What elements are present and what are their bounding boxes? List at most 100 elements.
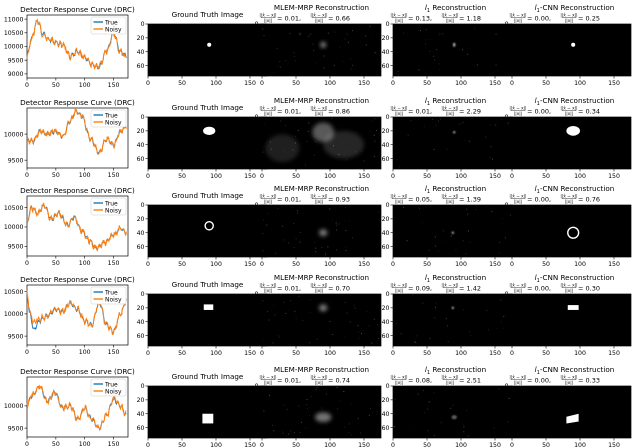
x-tick-label: 150 (108, 82, 120, 89)
noise-speckle (354, 307, 356, 309)
noise-speckle (509, 214, 511, 216)
noise-speckle (350, 58, 352, 60)
noise-speckle (374, 140, 376, 142)
y-tick-label: 0 (255, 291, 259, 298)
cnn-panel-4: l1-CNN Reconstruction||x̂ − x||||x|| = 0.… (501, 365, 632, 447)
x-tick-label: 0 (25, 349, 29, 356)
fraction-numerator: ||x̂ − x|| (310, 13, 327, 19)
metric-value: = 0.86 (328, 108, 350, 116)
noise-speckle (334, 31, 336, 33)
x-tick-label: 100 (79, 82, 91, 89)
fraction-numerator: ||x̂ − x|| (310, 106, 327, 112)
metric-eq: = 0.01, (277, 285, 301, 293)
noise-speckle (466, 53, 468, 55)
noise-speckle (438, 34, 440, 36)
x-tick-label: 150 (608, 442, 620, 447)
legend-label-noisy: Noisy (105, 388, 122, 395)
noise-speckle (325, 393, 327, 395)
noise-speckle (395, 323, 397, 325)
y-tick-label: 40 (251, 142, 259, 149)
x-tick-label: 50 (542, 350, 550, 357)
noise-speckle (469, 331, 471, 333)
noise-speckle (450, 407, 452, 409)
gt-title: Ground Truth Image (172, 372, 244, 381)
gt-image (147, 204, 268, 258)
x-tick-label: 150 (358, 442, 370, 447)
mlem-panel-1: MLEM-MRP Reconstruction||x̂ − x||||x|| = … (251, 96, 382, 180)
noise-speckle (489, 157, 491, 159)
fraction-denominator: ||x|| (446, 199, 454, 205)
legend-label-true: True (104, 289, 118, 296)
metric-fraction: ||x̂ − x||||x|| (259, 106, 276, 118)
legend-label-true: True (104, 200, 118, 207)
y-tick-label: 20 (137, 128, 145, 135)
y-tick-label: 60 (382, 63, 390, 70)
y-tick-label: 10000 (4, 403, 24, 410)
noise-speckle (427, 430, 429, 432)
noise-speckle (485, 136, 487, 138)
metric-fraction: ||x̂ − x||||x|| (509, 194, 526, 206)
noise-speckle (489, 124, 491, 126)
y-tick-label: 20 (501, 216, 509, 223)
metric-value: = 0.00, (527, 15, 551, 23)
x-tick-label: 0 (260, 442, 264, 447)
mlem-panel-4: MLEM-MRP Reconstruction||x̂ − x||||x|| = … (251, 365, 382, 447)
fraction-numerator: ||x̂ − x|| (390, 194, 407, 200)
noise-speckle (402, 206, 404, 208)
metric-value: = 0.34 (578, 108, 600, 116)
l1-blob (451, 415, 457, 420)
l1-panel-1: l1 Reconstruction||x̂ − x||||x|| = 0.01, |… (382, 96, 513, 180)
y-tick-label: 60 (137, 244, 145, 251)
noise-speckle (293, 223, 295, 225)
noise-speckle (271, 424, 273, 426)
fraction-denominator: ||x|| (565, 111, 573, 117)
noise-speckle (502, 327, 504, 329)
cnn-title: l1-CNN Reconstruction (535, 3, 615, 14)
noise-speckle (315, 251, 317, 253)
noise-speckle (262, 250, 264, 252)
metric-fraction: ||x̂ − x||||x|| (560, 13, 577, 25)
metric-fraction: ||x̂ − x||||x|| (390, 194, 407, 206)
noise-speckle (282, 225, 284, 227)
noise-speckle (348, 423, 350, 425)
noise-speckle (434, 245, 436, 247)
drc-plot-1: Detector Response Curve (DRC) 0 50 100 150 95… (4, 98, 135, 179)
noise-speckle (329, 208, 331, 210)
y-tick-label: 9500 (8, 244, 24, 251)
x-tick-label: 150 (608, 261, 620, 268)
cnn-object (567, 305, 579, 310)
cnn-image (511, 23, 632, 77)
noise-speckle (345, 246, 347, 248)
l1-blob (451, 306, 455, 310)
y-tick-label: 0 (255, 21, 259, 28)
x-tick-label: 0 (510, 442, 514, 447)
x-tick-label: 100 (455, 442, 467, 447)
x-tick-label: 0 (260, 80, 264, 87)
y-tick-label: 40 (251, 411, 259, 418)
noise-speckle (368, 325, 370, 327)
l1-blob (452, 130, 456, 134)
y-tick-label: 20 (382, 305, 390, 312)
noise-speckle (462, 240, 464, 242)
noise-speckle (299, 241, 301, 243)
noise-speckle (285, 60, 287, 62)
noise-speckle (315, 247, 317, 249)
x-tick-label: 150 (108, 441, 120, 447)
noise-speckle (288, 242, 290, 244)
y-tick-label: 20 (137, 35, 145, 42)
noise-speckle (495, 64, 497, 66)
y-tick-label: 20 (137, 397, 145, 404)
noise-speckle (368, 414, 370, 416)
noise-speckle (466, 208, 468, 210)
noise-speckle (342, 61, 344, 63)
x-tick-label: 0 (260, 350, 264, 357)
fraction-denominator: ||x|| (264, 288, 272, 294)
noise-speckle (507, 421, 509, 423)
noise-speckle (300, 421, 302, 423)
noise-speckle (278, 335, 280, 337)
y-tick-label: 60 (251, 333, 259, 340)
noise-speckle (357, 418, 359, 420)
noise-speckle (283, 404, 285, 406)
x-tick-label: 150 (489, 350, 501, 357)
